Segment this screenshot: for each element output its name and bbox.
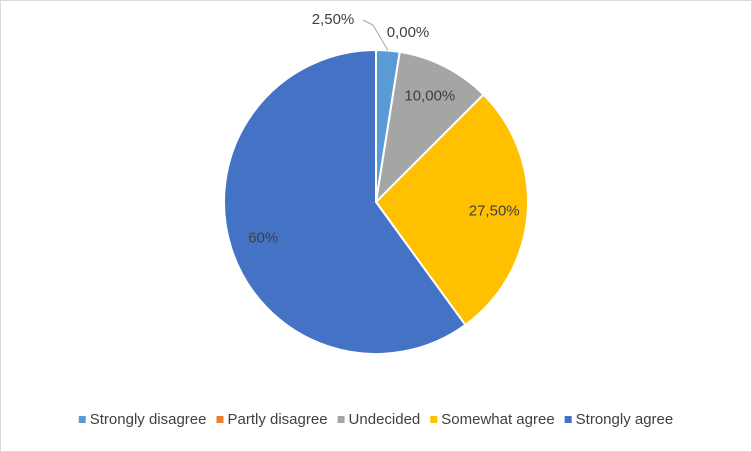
legend-swatch	[430, 416, 438, 423]
legend-swatch	[337, 416, 345, 423]
legend-swatch	[216, 416, 224, 423]
legend-swatch	[564, 416, 572, 423]
pie-slice	[374, 50, 485, 205]
data-label: 0,00%	[387, 24, 430, 41]
legend-label: Undecided	[349, 411, 421, 428]
data-label: 60%	[248, 230, 278, 247]
legend-swatch	[78, 416, 86, 423]
data-label: 2,50%	[312, 11, 355, 28]
data-label: 10,00%	[404, 87, 455, 104]
legend-label: Strongly disagree	[90, 411, 207, 428]
pie-slice	[374, 93, 529, 327]
legend-label: Partly disagree	[227, 411, 327, 428]
data-label: 27,50%	[469, 202, 520, 219]
legend-label: Somewhat agree	[441, 411, 554, 428]
legend-label: Strongly agree	[576, 411, 674, 428]
pie-slice	[223, 48, 467, 355]
leader-line	[362, 19, 389, 51]
